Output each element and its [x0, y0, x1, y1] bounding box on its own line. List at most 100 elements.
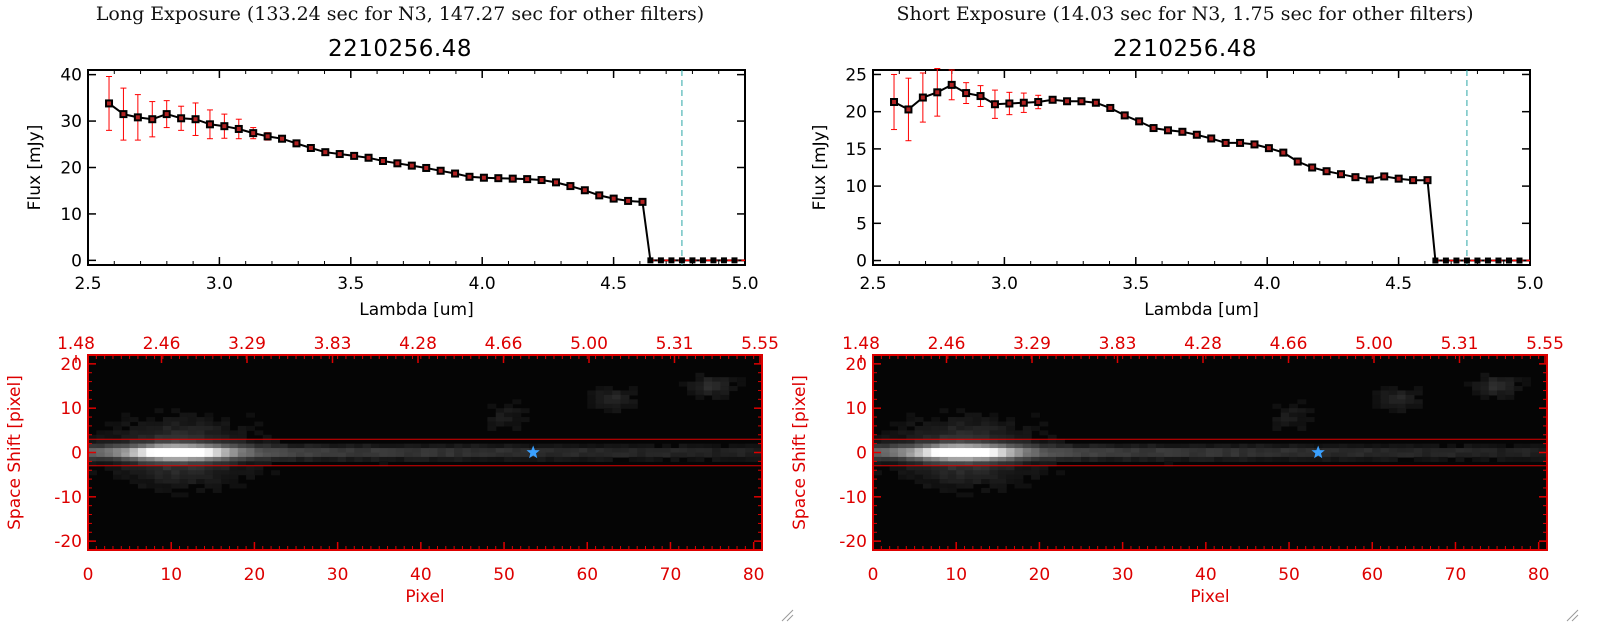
x-tick-label: 30 [1112, 565, 1134, 585]
image-pixel [354, 443, 364, 449]
image-pixel [620, 390, 630, 396]
image-pixel [1164, 461, 1174, 467]
resize-grip-icon[interactable] [1565, 608, 1579, 622]
image-pixel [196, 452, 206, 458]
image-pixel [420, 452, 430, 458]
image-pixel [939, 425, 949, 431]
image-pixel [1014, 456, 1024, 462]
image-pixel [1006, 474, 1016, 480]
image-pixel [1047, 456, 1057, 462]
image-pixel [997, 483, 1007, 489]
image-pixel [1164, 443, 1174, 449]
image-pixel [1388, 448, 1398, 454]
x-tick-label: 3.5 [337, 274, 364, 294]
x-tick-label: 60 [1361, 565, 1383, 585]
image-pixel [914, 443, 924, 449]
image-pixel [981, 430, 991, 436]
image-pixel [212, 421, 222, 427]
image-pixel [545, 443, 555, 449]
image-pixel [337, 456, 347, 462]
image-pixel [504, 448, 513, 454]
image-pixel [1497, 394, 1506, 400]
image-pixel [1280, 452, 1290, 458]
data-point-core [409, 163, 414, 168]
image-pixel [1314, 443, 1323, 449]
image-pixel [553, 443, 563, 449]
image-pixel [229, 479, 239, 485]
image-pixel [981, 487, 991, 493]
image-pixel [1522, 452, 1531, 458]
image-pixel [603, 403, 613, 409]
image-pixel [906, 443, 916, 449]
image-pixel [603, 443, 613, 449]
image-pixel [237, 456, 247, 462]
image-pixel [1047, 434, 1057, 440]
image-pixel [1189, 456, 1199, 462]
image-pixel [429, 448, 439, 454]
image-pixel [1056, 448, 1065, 454]
image-pixel [221, 479, 231, 485]
image-pixel [320, 456, 330, 462]
image-pixel [997, 434, 1007, 440]
image-pixel [1114, 443, 1124, 449]
image-pixel [146, 483, 156, 489]
image-pixel [947, 417, 957, 423]
image-pixel [187, 430, 197, 436]
image-pixel [121, 465, 131, 471]
image-pixel [437, 452, 447, 458]
image-pixel [137, 425, 147, 431]
image-pixel [121, 456, 131, 462]
image-pixel [520, 417, 530, 423]
image-pixel [645, 448, 655, 454]
image-pixel [212, 483, 222, 489]
image-pixel [162, 439, 172, 445]
spectral-image-chart: 0 10 20 30 40 50 60 70 80 1.48 2.46 3.29 3.83 4.28 4.6… [790, 334, 1564, 607]
image-pixel [964, 448, 974, 454]
image-pixel [1056, 439, 1065, 445]
y-tick-label: 10 [60, 205, 82, 225]
image-pixel [612, 394, 622, 400]
image-pixel [1472, 448, 1482, 454]
image-pixel [1430, 443, 1440, 449]
image-pixel [1513, 448, 1523, 454]
image-pixel [279, 448, 289, 454]
image-pixel [121, 439, 131, 445]
image-pixel [129, 452, 139, 458]
image-pixel [1064, 452, 1074, 458]
image-pixel [1272, 417, 1282, 423]
image-pixel [196, 479, 206, 485]
image-pixel [1039, 448, 1049, 454]
image-pixel [345, 443, 355, 449]
zero-point [1442, 257, 1449, 264]
top-tick-label: 5.00 [570, 334, 608, 354]
image-pixel [212, 487, 222, 493]
image-pixel [237, 470, 247, 476]
image-pixel [737, 456, 746, 462]
image-pixel [687, 452, 697, 458]
image-pixel [553, 448, 563, 454]
image-pixel [1480, 443, 1490, 449]
image-pixel [162, 461, 172, 467]
image-pixel [1139, 443, 1149, 449]
image-pixel [1330, 452, 1340, 458]
x-tick-label: 3.5 [1122, 274, 1149, 294]
image-pixel [429, 452, 439, 458]
image-pixel [1097, 452, 1107, 458]
data-point-core [1396, 176, 1401, 181]
image-pixel [146, 425, 156, 431]
image-pixel [914, 461, 924, 467]
resize-grip-icon[interactable] [780, 608, 794, 622]
x-tick-label: 10 [160, 565, 182, 585]
image-pixel [1081, 452, 1090, 458]
image-pixel [720, 456, 730, 462]
image-pixel [612, 408, 622, 414]
image-pixel [187, 461, 197, 467]
image-pixel [1022, 456, 1032, 462]
image-pixel [146, 479, 156, 485]
image-pixel [997, 470, 1007, 476]
image-pixel [712, 394, 721, 400]
image-pixel [1488, 448, 1498, 454]
image-pixel [487, 403, 497, 409]
image-pixel [997, 479, 1007, 485]
image-pixel [454, 443, 464, 449]
